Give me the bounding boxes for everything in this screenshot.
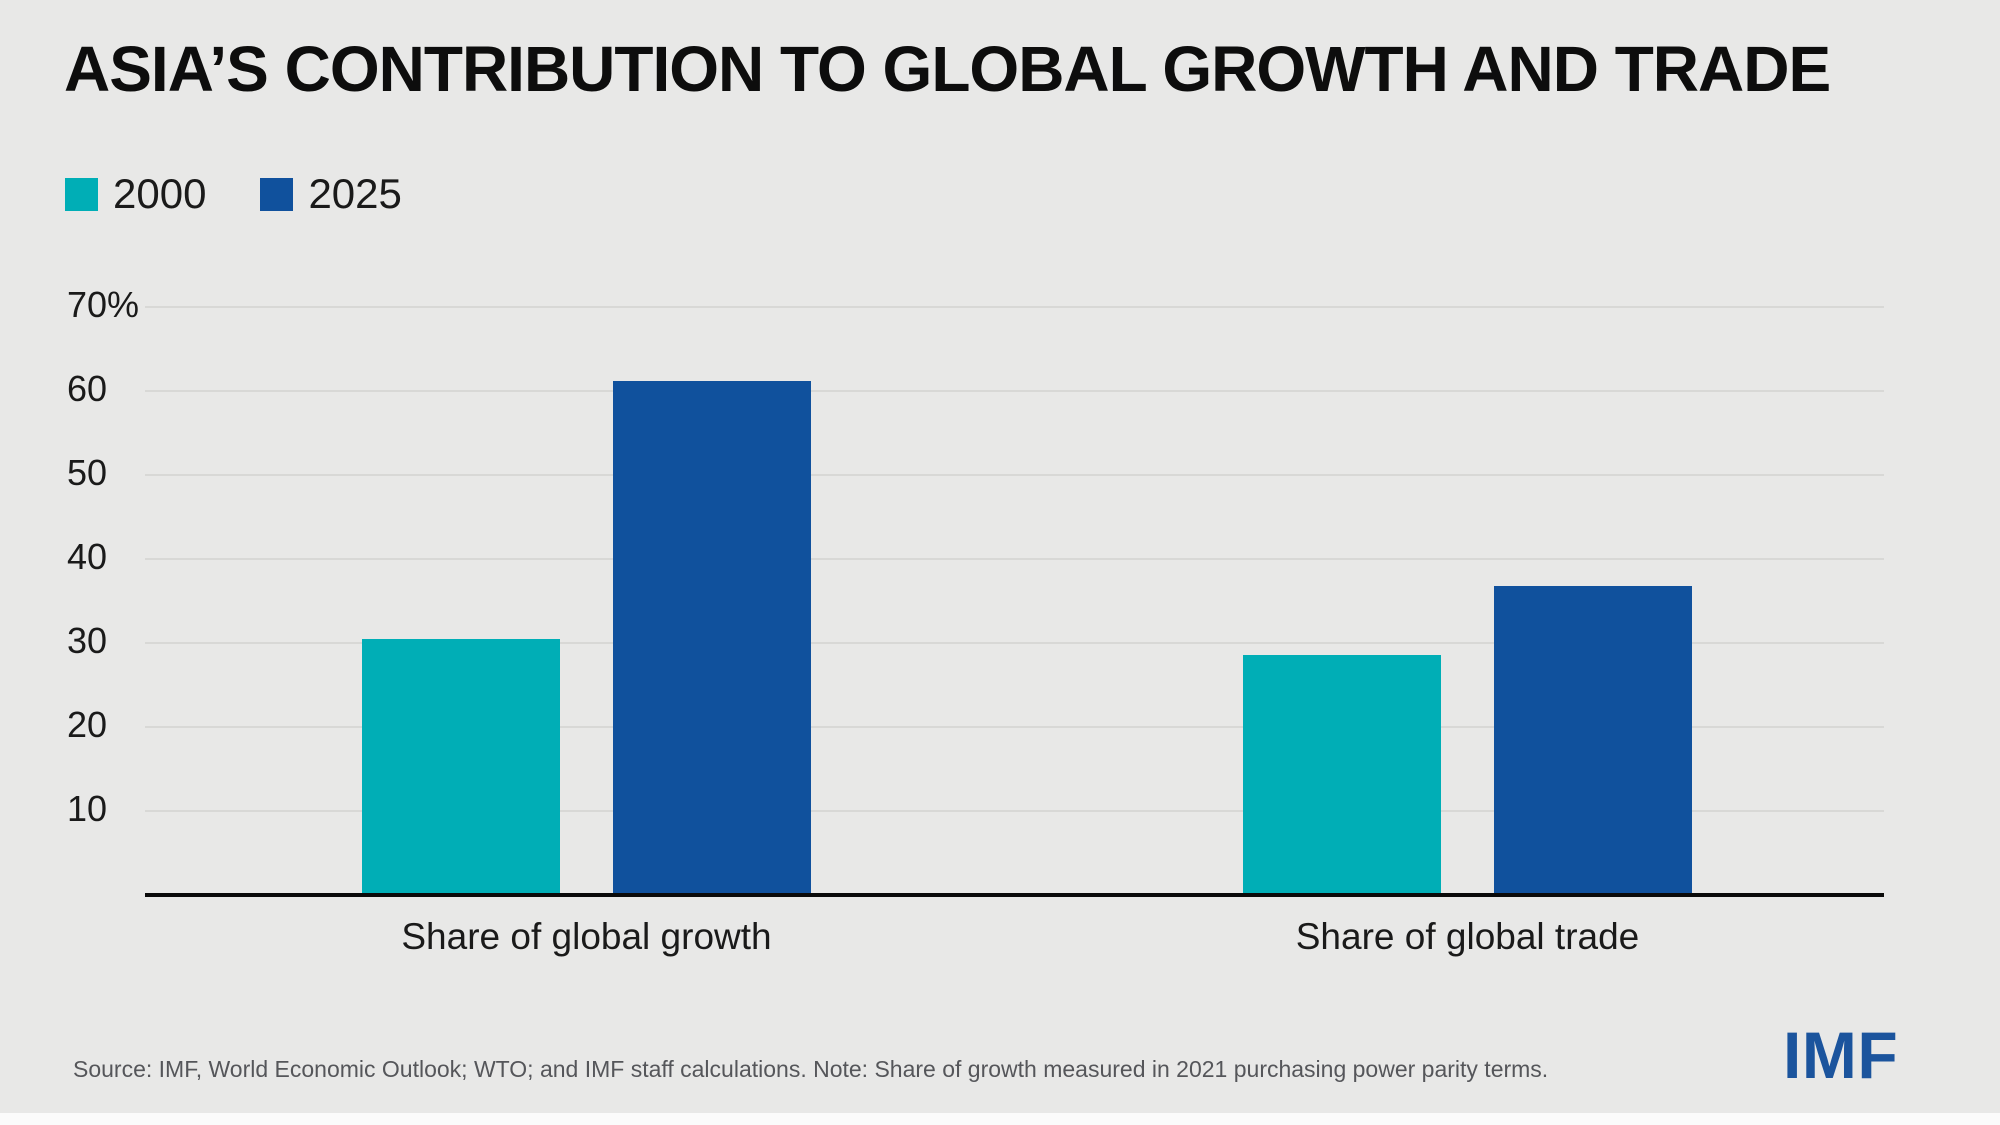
bar-2025-trade bbox=[1494, 585, 1692, 895]
gridline-50 bbox=[145, 474, 1884, 476]
legend-label-2025: 2025 bbox=[308, 170, 402, 217]
legend-item-2025: 2025 bbox=[260, 170, 402, 217]
bottom-strip bbox=[0, 1113, 2000, 1125]
legend-swatch-2025 bbox=[260, 177, 294, 211]
plot-area bbox=[145, 306, 1884, 897]
source-note: Source: IMF, World Economic Outlook; WTO… bbox=[73, 1056, 1549, 1082]
gridline-70 bbox=[145, 306, 1884, 308]
y-tick-label-30: 30 bbox=[67, 620, 108, 661]
gridline-40 bbox=[145, 558, 1884, 560]
y-tick-label-40: 40 bbox=[67, 536, 108, 577]
y-tick-label-70: 70% bbox=[67, 284, 140, 325]
legend-swatch-2000 bbox=[65, 177, 98, 211]
bar-2000-growth bbox=[362, 638, 560, 895]
bar-2025-growth bbox=[613, 380, 811, 895]
gridline-20 bbox=[145, 726, 1884, 728]
category-label-trade: Share of global trade bbox=[1295, 916, 1640, 957]
legend-item-2000: 2000 bbox=[65, 173, 206, 215]
legend: 2000 2025 bbox=[65, 173, 402, 215]
legend-label-2000: 2000 bbox=[113, 170, 207, 217]
y-tick-label-60: 60 bbox=[67, 368, 108, 409]
gridline-30 bbox=[145, 642, 1884, 644]
gridline-60 bbox=[145, 390, 1884, 392]
imf-logo: IMF bbox=[1783, 1018, 1899, 1092]
chart-title: ASIA’S CONTRIBUTION TO GLOBAL GROWTH AND… bbox=[64, 33, 1831, 105]
y-tick-label-50: 50 bbox=[67, 452, 108, 493]
gridline-10 bbox=[145, 810, 1884, 812]
bar-2000-trade bbox=[1243, 654, 1441, 895]
x-axis-line bbox=[145, 893, 1884, 897]
category-label-growth: Share of global growth bbox=[401, 916, 772, 957]
y-tick-label-10: 10 bbox=[67, 788, 108, 829]
y-tick-label-20: 20 bbox=[67, 704, 108, 745]
